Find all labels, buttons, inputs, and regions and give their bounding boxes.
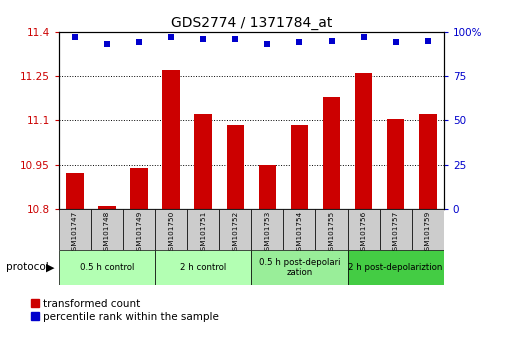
Bar	[348, 209, 380, 250]
Text: GSM101752: GSM101752	[232, 211, 239, 255]
Bar	[251, 250, 348, 285]
Text: GSM101747: GSM101747	[72, 211, 78, 255]
Point	[199, 36, 207, 42]
Bar	[259, 165, 276, 209]
Bar	[387, 119, 404, 209]
Point	[167, 34, 175, 40]
Bar	[66, 173, 84, 209]
Point	[295, 40, 304, 45]
Bar	[315, 209, 348, 250]
Bar	[419, 114, 437, 209]
Bar	[220, 209, 251, 250]
Point	[360, 34, 368, 40]
Text: 0.5 h post-depolari
zation: 0.5 h post-depolari zation	[259, 258, 340, 277]
Text: GSM101754: GSM101754	[297, 211, 303, 255]
Bar	[323, 97, 340, 209]
Bar	[355, 73, 372, 209]
Bar	[155, 250, 251, 285]
Text: GSM101755: GSM101755	[328, 211, 334, 255]
Point	[424, 38, 432, 44]
Bar	[91, 209, 123, 250]
Bar	[380, 209, 411, 250]
Text: 2 h control: 2 h control	[180, 263, 226, 272]
Point	[327, 38, 336, 44]
Text: 0.5 h control: 0.5 h control	[80, 263, 134, 272]
Text: protocol: protocol	[6, 262, 49, 272]
Text: 2 h post-depolariztion: 2 h post-depolariztion	[348, 263, 443, 272]
Bar	[59, 250, 155, 285]
Bar	[227, 125, 244, 209]
Bar	[348, 250, 444, 285]
Point	[231, 36, 240, 42]
Legend: transformed count, percentile rank within the sample: transformed count, percentile rank withi…	[31, 299, 219, 322]
Bar	[155, 209, 187, 250]
Bar	[283, 209, 315, 250]
Bar	[163, 70, 180, 209]
Point	[71, 34, 79, 40]
Bar	[291, 125, 308, 209]
Text: GSM101759: GSM101759	[425, 211, 431, 255]
Text: GSM101751: GSM101751	[200, 211, 206, 255]
Bar	[251, 209, 283, 250]
Point	[391, 40, 400, 45]
Text: GSM101750: GSM101750	[168, 211, 174, 255]
Text: GDS2774 / 1371784_at: GDS2774 / 1371784_at	[171, 16, 332, 30]
Text: GSM101749: GSM101749	[136, 211, 142, 255]
Text: GSM101748: GSM101748	[104, 211, 110, 255]
Bar	[187, 209, 220, 250]
Bar	[411, 209, 444, 250]
Text: ▶: ▶	[46, 262, 54, 272]
Bar	[59, 209, 91, 250]
Text: GSM101753: GSM101753	[264, 211, 270, 255]
Text: GSM101757: GSM101757	[392, 211, 399, 255]
Text: GSM101756: GSM101756	[361, 211, 367, 255]
Bar	[123, 209, 155, 250]
Bar	[98, 206, 116, 209]
Point	[103, 41, 111, 47]
Point	[135, 40, 143, 45]
Bar	[130, 167, 148, 209]
Point	[263, 41, 271, 47]
Bar	[194, 114, 212, 209]
